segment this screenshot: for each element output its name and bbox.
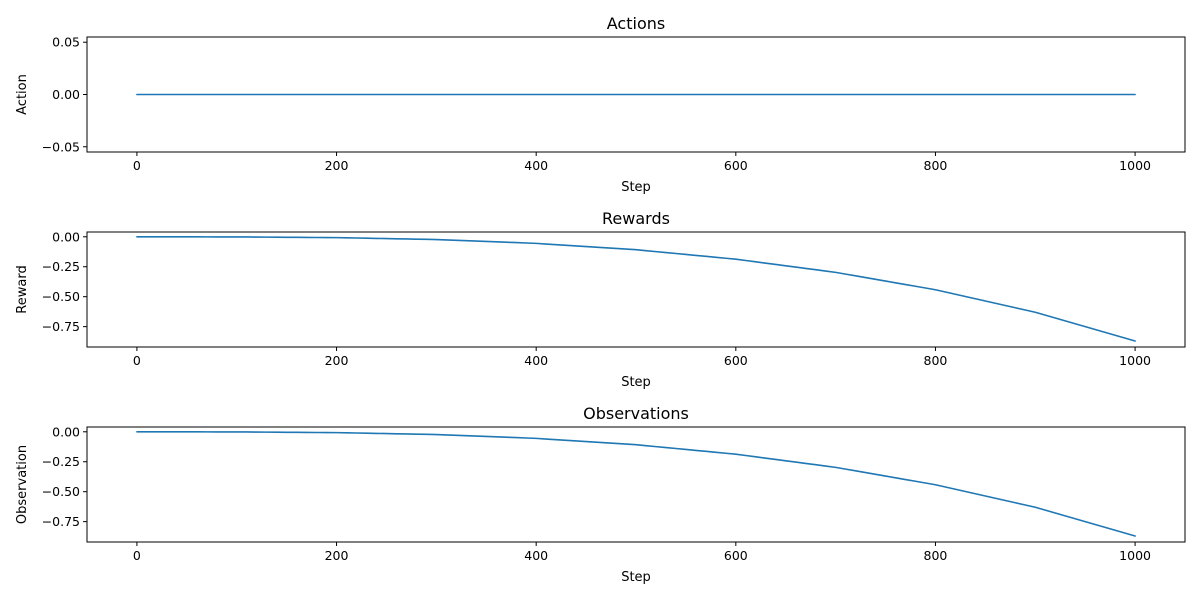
x-tick-label: 200 — [325, 548, 349, 563]
y-tick-label: −0.50 — [42, 289, 80, 304]
x-tick-label: 800 — [924, 158, 948, 173]
y-tick-label: 0.00 — [52, 87, 80, 102]
series-line-0 — [136, 235, 1136, 342]
x-tick-label: 0 — [133, 158, 141, 173]
x-tick-label: 1000 — [1119, 353, 1151, 368]
x-tick-label: 800 — [924, 353, 948, 368]
y-axis-label: Observation — [15, 445, 30, 524]
y-tick-label: −0.25 — [42, 454, 80, 469]
plot-area-frame — [86, 231, 1186, 348]
x-axis-label: Step — [621, 570, 651, 585]
y-tick-label: −0.75 — [42, 319, 80, 334]
plot-area-frame — [86, 426, 1186, 543]
x-tick-label: 800 — [924, 548, 948, 563]
subplot-title: Actions — [607, 14, 665, 33]
x-tick-label: 400 — [524, 158, 548, 173]
y-tick-label: −0.75 — [42, 514, 80, 529]
y-tick-label: −0.50 — [42, 484, 80, 499]
subplot-1: Rewards 0 200 400 600 800 1000 0.00 −0.25 −0.50 −0… — [15, 209, 1186, 390]
y-tick-label: 0.05 — [52, 35, 80, 50]
x-tick-label: 0 — [133, 548, 141, 563]
x-tick-label: 400 — [524, 548, 548, 563]
y-tick-label: 0.00 — [52, 229, 80, 244]
subplot-title: Rewards — [602, 209, 670, 228]
y-axis-label: Action — [15, 74, 30, 115]
x-tick-label: 600 — [724, 158, 748, 173]
x-tick-label: 200 — [325, 353, 349, 368]
y-tick-label: −0.25 — [42, 259, 80, 274]
y-tick-label: −0.05 — [42, 139, 80, 154]
x-axis-label: Step — [621, 180, 651, 195]
x-tick-label: 1000 — [1119, 548, 1151, 563]
x-tick-label: 600 — [724, 548, 748, 563]
y-axis-label: Reward — [15, 265, 30, 313]
subplot-title: Observations — [583, 404, 689, 423]
x-tick-label: 200 — [325, 158, 349, 173]
subplot-0: Actions 0 200 400 600 800 1000 0.05 0.00 −0.05 Ste… — [15, 14, 1186, 195]
x-tick-label: 600 — [724, 353, 748, 368]
x-tick-label: 0 — [133, 353, 141, 368]
x-axis-label: Step — [621, 375, 651, 390]
x-tick-label: 1000 — [1119, 158, 1151, 173]
x-tick-label: 400 — [524, 353, 548, 368]
y-tick-label: 0.00 — [52, 424, 80, 439]
subplot-2: Observations 0 200 400 600 800 1000 0.00 −0.25 −0… — [15, 404, 1186, 585]
series-line-0 — [136, 430, 1136, 537]
